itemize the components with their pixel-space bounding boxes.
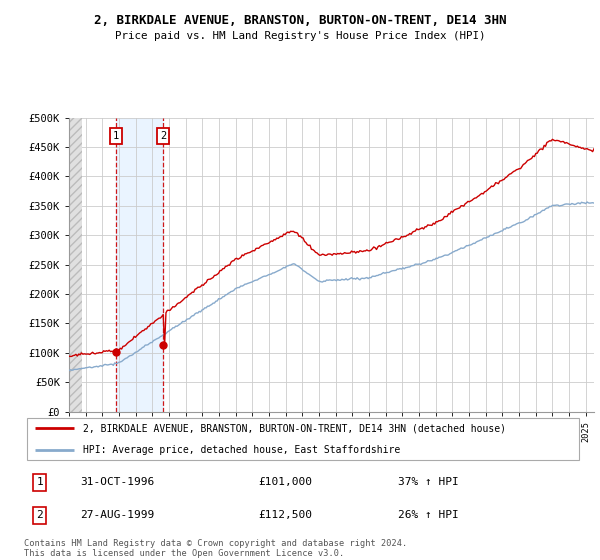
Text: 31-OCT-1996: 31-OCT-1996 [80,477,154,487]
Bar [116,118,163,412]
Text: £101,000: £101,000 [259,477,313,487]
Text: 1: 1 [36,477,43,487]
Text: 26% ↑ HPI: 26% ↑ HPI [398,510,458,520]
Bar [69,118,82,412]
Text: Price paid vs. HM Land Registry's House Price Index (HPI): Price paid vs. HM Land Registry's House … [115,31,485,41]
FancyBboxPatch shape [27,418,579,460]
Text: 1: 1 [113,132,119,142]
Text: 2, BIRKDALE AVENUE, BRANSTON, BURTON-ON-TRENT, DE14 3HN (detached house): 2, BIRKDALE AVENUE, BRANSTON, BURTON-ON-… [83,423,506,433]
Text: 27-AUG-1999: 27-AUG-1999 [80,510,154,520]
Text: HPI: Average price, detached house, East Staffordshire: HPI: Average price, detached house, East… [83,445,400,455]
Text: 37% ↑ HPI: 37% ↑ HPI [398,477,458,487]
Text: 2: 2 [36,510,43,520]
Text: 2, BIRKDALE AVENUE, BRANSTON, BURTON-ON-TRENT, DE14 3HN: 2, BIRKDALE AVENUE, BRANSTON, BURTON-ON-… [94,14,506,27]
Text: £112,500: £112,500 [259,510,313,520]
Text: Contains HM Land Registry data © Crown copyright and database right 2024.
This d: Contains HM Land Registry data © Crown c… [24,539,407,558]
Text: 2: 2 [160,132,167,142]
